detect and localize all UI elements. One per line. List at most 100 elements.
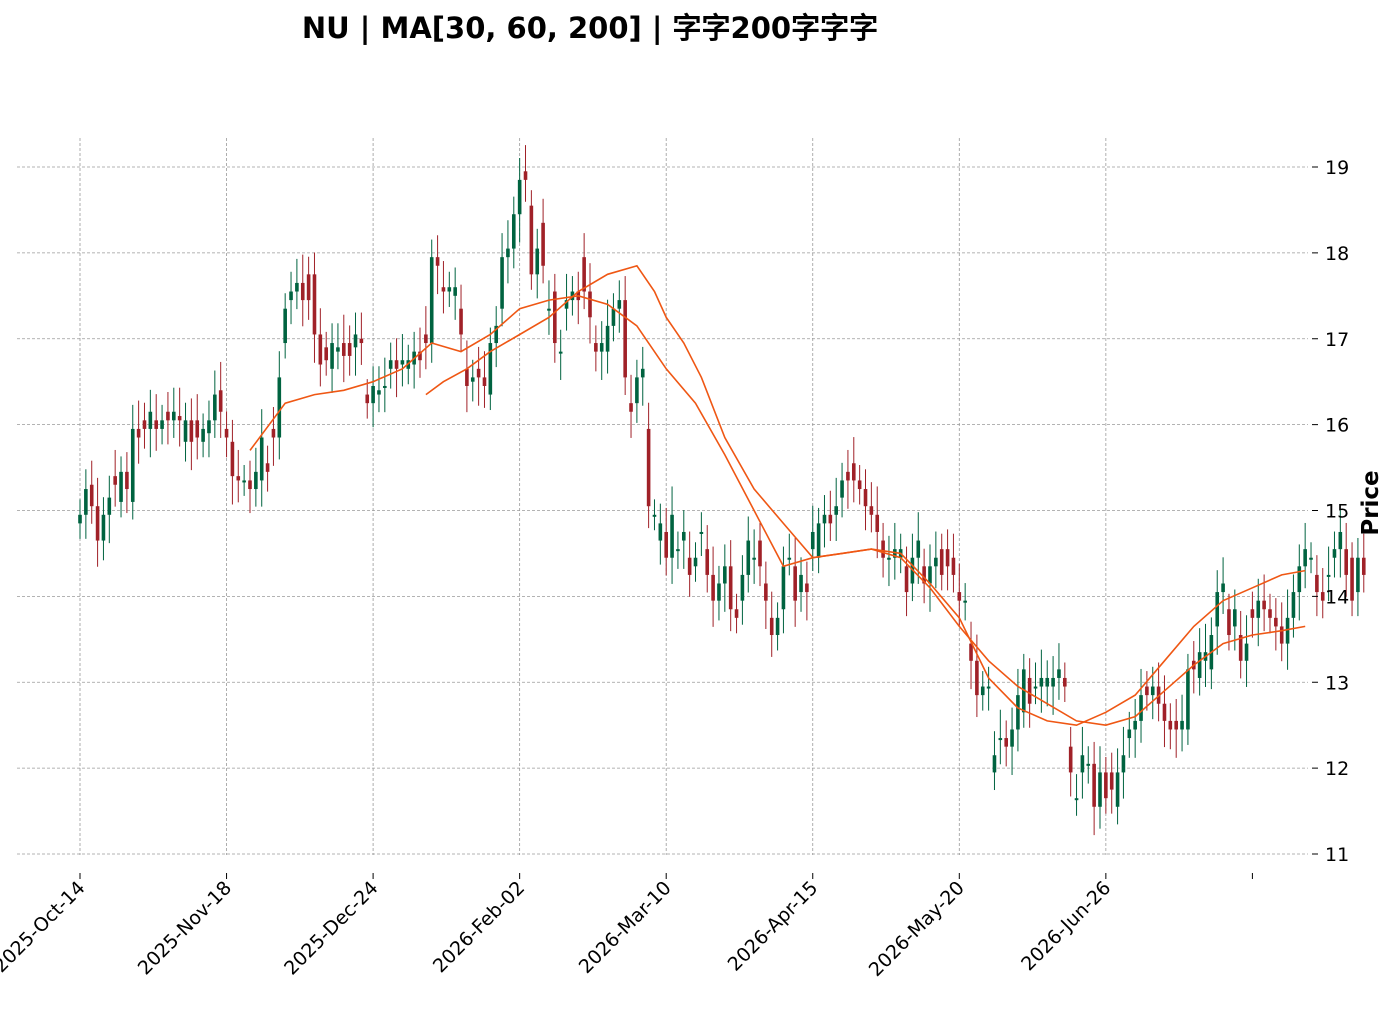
candle-body (1162, 703, 1167, 721)
candle-body (207, 420, 211, 434)
candle-body (183, 420, 188, 442)
candle-body (863, 489, 868, 507)
candle-body (1139, 695, 1143, 721)
candle-body (201, 428, 205, 442)
candle-body (1150, 686, 1155, 696)
candle-body (681, 531, 686, 541)
candle-body (166, 411, 170, 421)
candle-body (951, 557, 956, 575)
candle-body (693, 557, 698, 567)
candle-body (752, 557, 756, 560)
candle-body (400, 360, 405, 365)
candle-body (1197, 652, 1202, 678)
candle-body (1256, 600, 1261, 618)
candle-body (453, 287, 457, 296)
candle-body (611, 308, 616, 326)
candle-body (535, 248, 540, 275)
candle-body (664, 531, 668, 558)
x-tick-label: 2026-Apr-15 (724, 877, 823, 976)
candle-body (1063, 677, 1067, 687)
candle-body (1361, 557, 1366, 575)
candle-body (998, 738, 1003, 741)
y-tick-label: 17 (1325, 329, 1349, 351)
candle-body (1109, 772, 1114, 790)
candle-body (992, 755, 997, 773)
candle-body (318, 334, 323, 365)
candle-body (359, 338, 364, 344)
candle-body (775, 617, 780, 636)
candle-body (594, 343, 598, 352)
chart-title: NU | MA[30, 60, 200] | 字字200字字字 (302, 11, 878, 45)
candle-body (939, 549, 944, 575)
candle-body (113, 476, 117, 485)
candle-body (1268, 609, 1272, 618)
candle-body (517, 179, 522, 215)
candle-body (254, 471, 258, 490)
y-tick-label: 18 (1325, 243, 1349, 265)
candle-body (558, 351, 563, 354)
candle-body (746, 540, 751, 575)
candle-body (635, 377, 639, 404)
candle-body (869, 506, 874, 515)
candle-body (945, 549, 950, 567)
candle-body (1051, 677, 1055, 687)
candle-body (189, 420, 194, 442)
ma-line-2 (425, 264, 1306, 727)
candle-body (963, 600, 967, 603)
candle-body (195, 420, 200, 438)
candle-body (1086, 763, 1091, 766)
candle-body (658, 523, 663, 541)
candle-body (476, 368, 481, 378)
candle-body (136, 428, 141, 438)
candle-body (1309, 557, 1313, 560)
candle-body (1174, 720, 1178, 730)
ma-line-1 (249, 294, 1306, 727)
candle-body (547, 308, 551, 311)
chart-grid (17, 138, 1308, 855)
candle-body (851, 463, 856, 481)
candle-body (465, 368, 469, 386)
candle-body (1104, 772, 1108, 799)
candle-body (89, 484, 94, 507)
candle-body (424, 334, 428, 344)
candle-body (300, 282, 305, 301)
candle-body (125, 471, 129, 490)
candle-body (881, 540, 885, 558)
candle-body (230, 441, 235, 477)
candle-body (394, 360, 399, 369)
candle-body (1074, 798, 1079, 801)
y-tick-label: 15 (1325, 501, 1349, 523)
candle-body (289, 291, 293, 301)
candle-body (306, 274, 311, 301)
candle-body (154, 420, 159, 429)
candle-body (670, 514, 674, 558)
candle-body (857, 480, 862, 490)
candle-body (986, 686, 991, 689)
candle-body (312, 274, 317, 335)
candle-body (1244, 643, 1249, 661)
candle-body (1221, 583, 1225, 593)
candle-body (758, 540, 762, 567)
candle-body (236, 476, 241, 481)
candle-body (84, 489, 88, 515)
candle-body (171, 411, 176, 421)
y-axis: 11 12 13 14 15 16 17 18 19 (1312, 157, 1349, 866)
candle-body (295, 282, 299, 292)
candle-body (324, 347, 329, 361)
candle-body (1186, 669, 1190, 730)
candle-body (834, 506, 838, 515)
y-axis-label: Price (1358, 470, 1384, 535)
candle-body (429, 257, 434, 344)
candle-body (506, 248, 510, 258)
candle-body (711, 574, 715, 601)
x-tick-label: 2026-May-20 (865, 877, 969, 981)
candle-body (582, 257, 586, 292)
candle-body (553, 291, 557, 344)
x-tick-label: 2026-Feb-02 (429, 877, 529, 977)
candle-body (1080, 755, 1085, 773)
candle-body (383, 385, 387, 388)
candle-body (904, 566, 909, 593)
candle-body (934, 557, 938, 567)
candle-body (740, 574, 745, 601)
